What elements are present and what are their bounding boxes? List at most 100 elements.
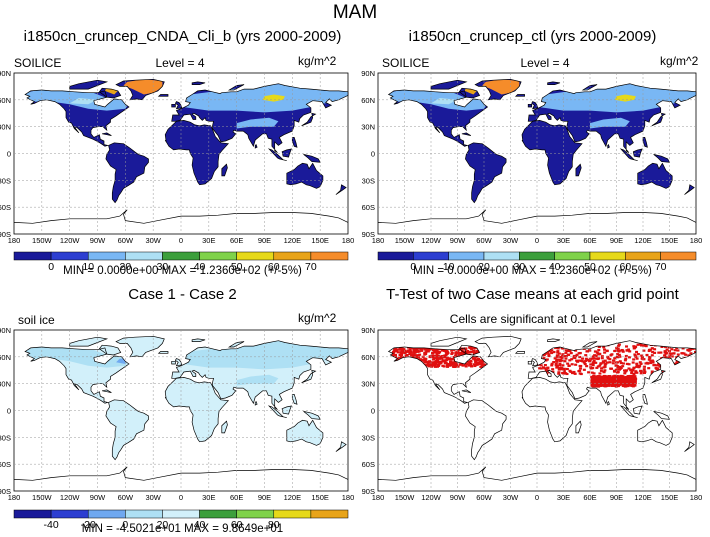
colorbar-tick-label: -20 — [81, 519, 96, 531]
lon-tick-label: 150E — [661, 236, 679, 245]
coastline-japan — [651, 369, 667, 384]
coastline-ireland — [171, 360, 176, 365]
colorbar-swatch — [310, 509, 349, 519]
coastline-indonesia — [619, 148, 638, 162]
panel2-level-label: Level = 4 — [520, 56, 570, 70]
lon-tick-label: 120W — [421, 493, 442, 502]
lon-tick-label: 150E — [661, 493, 679, 502]
coastline-arctic-isles — [69, 79, 109, 90]
colorbar-tick-label: 40 — [549, 261, 561, 273]
lat-tick-label: 60N — [361, 353, 375, 362]
coastline-svalbard — [191, 338, 206, 342]
panel3-title: Case 1 - Case 2 — [128, 286, 237, 303]
lat-tick-label: 60N — [361, 96, 375, 105]
lon-tick-label: 120E — [634, 493, 652, 502]
lat-tick-label: 60S — [362, 203, 375, 212]
lat-tick-label: 0 — [7, 407, 11, 416]
coastline-novaya-zemlya — [581, 84, 598, 91]
coastline-south-america — [465, 399, 507, 461]
coastline-africa — [521, 120, 583, 186]
lon-tick-label: 180 — [342, 236, 355, 245]
panel1-stats: MIN = 0.0000e+00 MAX = 1.2360e+02 (+/-5%… — [63, 265, 302, 277]
lon-tick-label: 90W — [450, 236, 466, 245]
coastline-madagascar — [221, 163, 228, 177]
colorbar-tick-label: 40 — [194, 519, 206, 531]
coastline-north-america — [24, 89, 130, 147]
colorbar-tick-label: 60 — [619, 261, 631, 273]
coastline-japan — [301, 369, 317, 384]
coastline-great-britain — [174, 101, 183, 110]
panel3-field-label: soil ice — [18, 313, 55, 327]
coastline-antarctica — [377, 466, 697, 481]
coastline-arctic-isles — [430, 336, 468, 347]
colorbar-tick-label: 50 — [231, 261, 243, 273]
lat-tick-label: 30S — [362, 176, 375, 185]
coastline-borneo — [632, 405, 643, 415]
lat-tick-label: 60N — [0, 96, 11, 105]
coastline-cuba — [102, 132, 112, 136]
coastline-antarctica — [377, 209, 697, 224]
panel2-units-label: kg/m^2 — [660, 54, 699, 68]
colorbar-tick-label: 30 — [513, 261, 525, 273]
lon-tick-label: 90W — [90, 236, 106, 245]
lon-tick-label: 60E — [230, 236, 243, 245]
lat-tick-label: 30N — [361, 123, 375, 132]
lat-tick-label: 0 — [371, 150, 375, 159]
colorbar-tick-label: 70 — [655, 261, 667, 273]
coastline-madagascar — [575, 420, 582, 434]
lon-tick-label: 30W — [145, 236, 161, 245]
map2-gridlines — [378, 73, 696, 234]
lon-tick-label: 0 — [179, 493, 183, 502]
lon-tick-label: 30E — [557, 236, 570, 245]
coastline-sri-lanka — [607, 400, 610, 406]
panel1-level-label: Level = 4 — [155, 56, 205, 70]
coastline-great-britain — [174, 358, 183, 367]
lon-tick-label: 60W — [476, 236, 492, 245]
coastline-greenland — [474, 335, 522, 358]
colorbar-tick-label: 30 — [157, 261, 169, 273]
lat-tick-label: 90S — [362, 230, 375, 239]
coastline-indonesia — [267, 405, 287, 419]
lat-tick-label: 60S — [0, 460, 11, 469]
lat-tick-label: 90S — [0, 487, 11, 496]
coastline-iceland — [514, 94, 525, 97]
coastline-new-zealand — [684, 184, 695, 195]
lon-tick-label: 90W — [450, 493, 466, 502]
coastline-novaya-zemlya — [227, 341, 245, 348]
coastline-japan — [651, 112, 667, 127]
colorbar-tick-label: 40 — [194, 261, 206, 273]
coastline-europe-asia — [171, 83, 349, 153]
map1-gridlines — [14, 73, 348, 234]
lat-tick-label: 0 — [371, 407, 375, 416]
lat-tick-label: 90S — [0, 230, 11, 239]
coastline-iceland — [514, 351, 525, 354]
lon-tick-label: 30W — [145, 493, 161, 502]
colorbar-tick-label: 20 — [119, 261, 131, 273]
coastline-svalbard — [547, 81, 561, 85]
coastline-iceland — [157, 94, 169, 97]
lon-tick-label: 120W — [60, 236, 81, 245]
panel2-field-label: SOILICE — [382, 56, 430, 70]
coastline-japan — [301, 112, 317, 127]
colorbar-tick-label: 10 — [443, 261, 455, 273]
lon-tick-label: 60E — [583, 493, 596, 502]
coastline-north-america — [387, 346, 489, 404]
coastline-indonesia — [267, 148, 287, 162]
panel4-title: T-Test of two Case means at each grid po… — [386, 286, 679, 303]
coastline-new-zealand — [335, 441, 347, 452]
lon-tick-label: 30W — [503, 493, 519, 502]
lat-tick-label: 90N — [361, 69, 375, 78]
lon-tick-label: 0 — [535, 236, 539, 245]
colorbar-tick-label: 80 — [268, 519, 280, 531]
lon-tick-label: 180 — [372, 236, 385, 245]
lon-tick-label: 60W — [476, 493, 492, 502]
colorbar-swatch — [310, 251, 349, 261]
coastline-borneo — [281, 148, 292, 158]
colorbar-swatch — [660, 251, 697, 261]
lat-tick-label: 30N — [361, 380, 375, 389]
coastline-borneo — [632, 148, 643, 158]
coastline-africa — [521, 377, 583, 443]
coastline-antarctica — [13, 466, 349, 481]
